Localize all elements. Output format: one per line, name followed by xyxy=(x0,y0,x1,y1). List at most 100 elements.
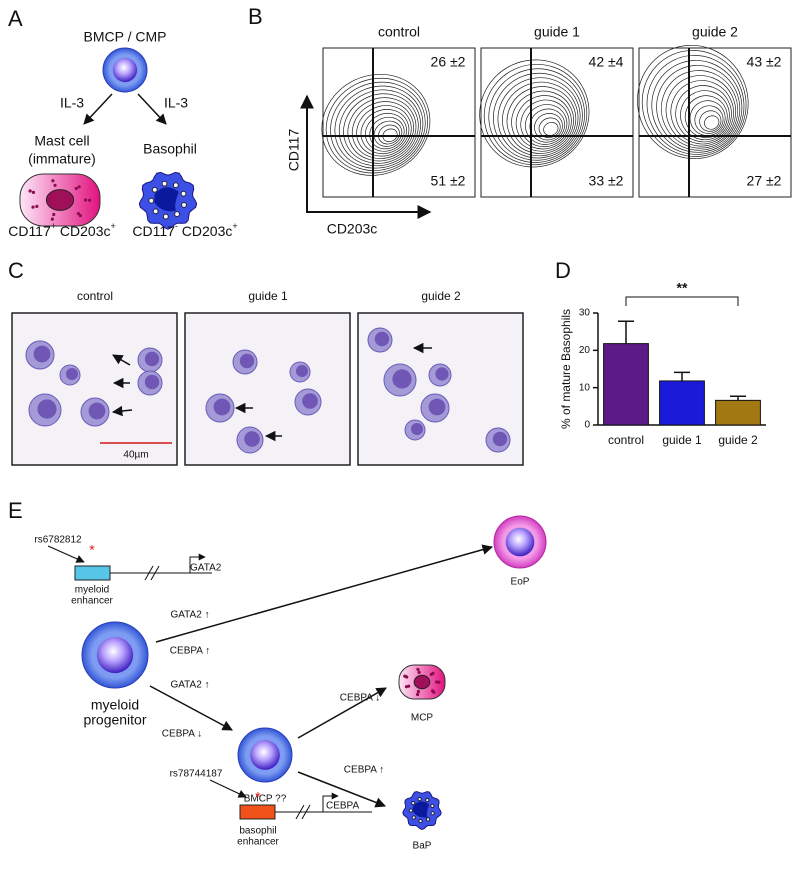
axis-label: CD117 xyxy=(286,129,302,172)
contour xyxy=(520,99,570,148)
cell-core xyxy=(96,636,134,674)
nucleus xyxy=(413,674,431,690)
granule xyxy=(51,179,55,183)
stained-granules xyxy=(213,398,231,416)
arrow xyxy=(297,687,387,739)
marker-label: CD117+ CD203c+ xyxy=(8,221,116,238)
contour xyxy=(347,97,417,162)
stained-granules xyxy=(144,351,160,367)
contour xyxy=(334,85,424,169)
granule xyxy=(416,667,420,672)
label: rs78744187 xyxy=(170,769,223,780)
arrow xyxy=(111,405,133,417)
label: (immature) xyxy=(28,151,96,167)
bar xyxy=(659,380,705,426)
marker-part: - xyxy=(175,221,178,231)
regulation-label: CEBPA ↑ xyxy=(170,646,210,657)
stained-granules xyxy=(244,431,260,447)
contour xyxy=(656,65,741,151)
panel-letter: D xyxy=(555,258,571,283)
cell-core xyxy=(505,527,535,557)
granule xyxy=(404,685,409,689)
contour xyxy=(338,89,421,167)
label: enhancer xyxy=(237,837,279,848)
error-bar xyxy=(618,320,634,344)
micrograph-title: guide 2 xyxy=(421,289,461,303)
panel-letter: B xyxy=(248,4,263,29)
contour xyxy=(699,110,722,132)
nucleus xyxy=(45,189,75,211)
contour xyxy=(651,60,743,153)
label: rs6782812 xyxy=(34,535,82,546)
panel-letter: C xyxy=(8,258,24,283)
marker-part: + xyxy=(232,221,237,231)
stained-granules xyxy=(239,353,255,369)
granule xyxy=(31,205,35,209)
granule xyxy=(403,674,407,678)
stained-granules xyxy=(88,402,106,420)
contour xyxy=(511,90,574,152)
plot-frame xyxy=(322,47,476,198)
gene-label: GATA2 xyxy=(190,563,222,574)
label: Mast cell xyxy=(34,133,89,149)
granule xyxy=(77,185,81,189)
marker-part: + xyxy=(111,221,116,231)
contour xyxy=(675,85,732,143)
arrow xyxy=(149,685,233,731)
contour xyxy=(506,86,577,154)
label: basophil xyxy=(239,826,276,837)
bar xyxy=(603,343,649,426)
arrow xyxy=(155,544,494,643)
x-tick-label: guide 2 xyxy=(718,433,758,447)
contour xyxy=(373,120,403,147)
stained-granules xyxy=(374,331,390,347)
contour xyxy=(543,121,559,136)
enhancer-box xyxy=(74,565,111,581)
contour xyxy=(524,104,568,145)
label: IL-3 xyxy=(60,95,84,111)
stained-granules xyxy=(37,399,57,419)
granule xyxy=(181,202,187,208)
contour xyxy=(534,113,563,141)
granule xyxy=(425,798,430,803)
granule xyxy=(152,208,159,215)
basophil-nucleus xyxy=(154,187,179,212)
contour xyxy=(694,105,724,134)
gene-line xyxy=(110,557,212,581)
quadrant-value: 51 ±2 xyxy=(431,173,466,189)
contour xyxy=(343,93,419,164)
granule xyxy=(432,690,436,694)
granule xyxy=(418,818,423,824)
x-tick-label: guide 1 xyxy=(662,433,702,447)
quadrant-value: 42 ±4 xyxy=(589,54,624,70)
regulation-label: CEBPA ↓ xyxy=(340,693,380,704)
granule xyxy=(53,183,57,187)
contour xyxy=(351,101,414,159)
stained-granules xyxy=(411,423,423,435)
y-tick-label: 20 xyxy=(579,345,591,356)
granule xyxy=(35,204,39,209)
plot-title: guide 1 xyxy=(534,24,580,40)
granule xyxy=(31,190,36,194)
arrow xyxy=(83,93,113,125)
contour xyxy=(680,90,730,141)
y-tick-label: 30 xyxy=(579,308,591,319)
significance-bracket xyxy=(625,296,739,306)
marker-part: + xyxy=(51,221,56,231)
label: Basophil xyxy=(143,141,197,157)
quadrant-value: 33 ±2 xyxy=(589,173,624,189)
granule xyxy=(76,211,80,216)
plot-title: control xyxy=(378,24,420,40)
contour xyxy=(665,75,736,147)
regulation-label: GATA2 ↑ xyxy=(170,680,209,691)
granule xyxy=(161,180,168,187)
stained-granules xyxy=(428,398,446,416)
contour xyxy=(360,109,410,155)
bar xyxy=(715,399,761,426)
granule xyxy=(430,811,435,816)
marker-part: CD117 xyxy=(8,223,51,239)
contour xyxy=(641,50,747,157)
contour xyxy=(637,44,749,159)
contour xyxy=(330,81,426,171)
regulation-label: CEBPA ↓ xyxy=(162,729,202,740)
